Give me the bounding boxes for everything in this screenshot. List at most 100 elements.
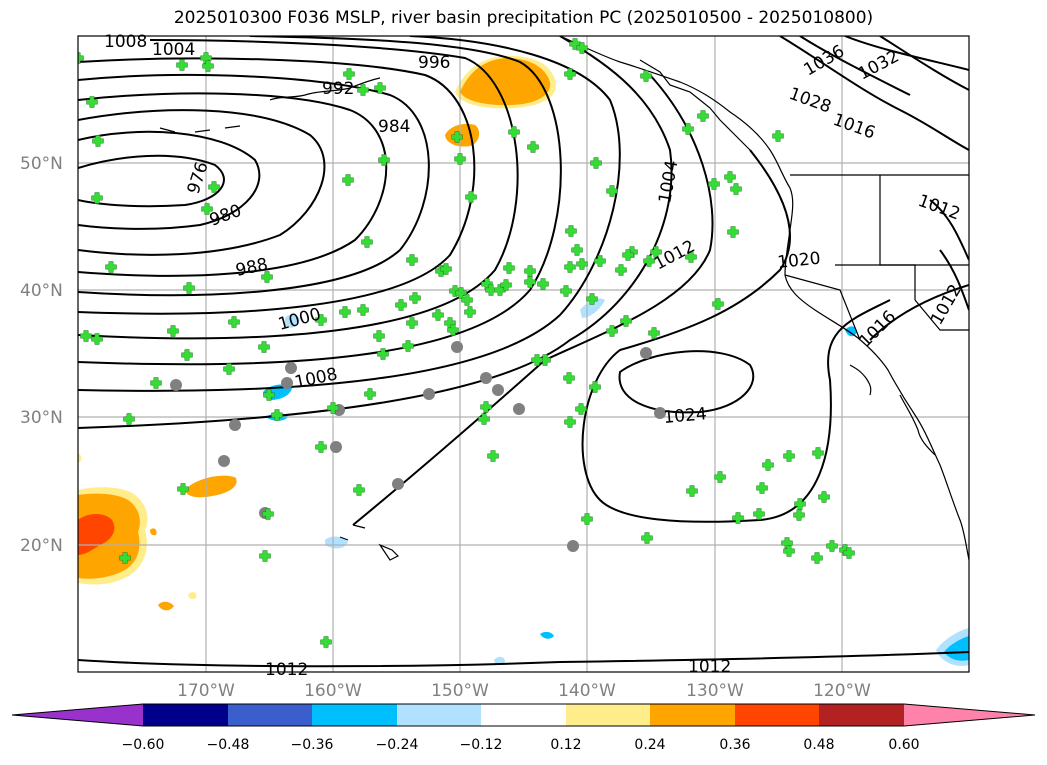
contour-label: 1008: [293, 364, 339, 393]
precip-marker: [564, 416, 576, 428]
precip-marker: [606, 325, 618, 337]
precip-marker: [183, 282, 195, 294]
precip-marker: [201, 203, 213, 215]
colorbar-tick-label: −0.48: [207, 737, 250, 753]
precip-marker: [650, 246, 662, 258]
precip-marker: [364, 388, 376, 400]
precip-marker: [357, 304, 369, 316]
precip-marker: [202, 60, 214, 72]
precip-marker: [712, 298, 724, 310]
precip-marker: [697, 110, 709, 122]
precip-marker: [447, 324, 459, 336]
precip-marker: [263, 389, 275, 401]
precip-marker: [92, 135, 104, 147]
contour-label: 1012: [927, 281, 966, 328]
lat-label: 30°N: [20, 408, 63, 428]
precip-marker: [480, 401, 492, 413]
precip-marker: [727, 226, 739, 238]
precip-marker: [576, 42, 588, 54]
lon-label: 170°W: [177, 681, 235, 701]
isobars: [78, 36, 969, 668]
precip-marker: [622, 249, 634, 261]
precip-marker: [783, 545, 795, 557]
precip-marker: [620, 315, 632, 327]
precip-marker: [176, 59, 188, 71]
map-frame: [77, 35, 970, 673]
colorbar: −0.60 −0.48 −0.36 −0.24 −0.12 0.12 0.24 …: [11, 703, 1036, 753]
map-area: [78, 36, 969, 672]
precip-marker: [811, 552, 823, 564]
precip-marker: [105, 261, 117, 273]
precip-marker: [524, 265, 536, 277]
precip-marker: [361, 236, 373, 248]
precip-marker: [564, 68, 576, 80]
gray-markers: [170, 341, 666, 552]
precip-marker: [315, 441, 327, 453]
precip-marker: [812, 447, 824, 459]
precip-marker: [177, 483, 189, 495]
precip-marker: [762, 459, 774, 471]
precip-marker: [91, 192, 103, 204]
precip-marker: [261, 271, 273, 283]
contour-label: 984: [378, 117, 410, 137]
precip-marker: [590, 157, 602, 169]
precip-marker: [119, 552, 131, 564]
contour-label: 1012: [265, 660, 308, 680]
precip-marker: [714, 471, 726, 483]
colorbar-segment: [312, 704, 397, 726]
lat-label: 20°N: [20, 536, 63, 556]
contour-label: 1012: [651, 236, 699, 274]
lon-label: 130°W: [686, 681, 744, 701]
precip-marker: [581, 513, 593, 525]
lon-label: 160°W: [304, 681, 362, 701]
contour-label: 976: [184, 159, 213, 196]
contour-label: 1024: [663, 404, 708, 428]
precip-marker: [560, 285, 572, 297]
precip-marker: [527, 141, 539, 153]
colorbar-tick-label: −0.36: [291, 737, 334, 753]
precip-marker: [478, 413, 490, 425]
precip-marker: [271, 409, 283, 421]
colorbar-tick-label: −0.12: [460, 737, 503, 753]
precip-marker: [794, 498, 806, 510]
contour-label: 1016: [830, 110, 877, 144]
contour-label: 1020: [776, 249, 821, 273]
precip-marker: [686, 485, 698, 497]
precip-marker: [524, 276, 536, 288]
map-title: 2025010300 F036 MSLP, river basin precip…: [173, 8, 874, 28]
precip-marker: [377, 348, 389, 360]
precip-marker: [643, 255, 655, 267]
precip-marker: [78, 52, 84, 64]
precip-marker: [395, 299, 407, 311]
precip-marker: [594, 255, 606, 267]
precip-marker: [339, 306, 351, 318]
precip-marker: [353, 484, 365, 496]
colorbar-tick-label: 0.12: [550, 737, 581, 753]
colorbar-tick-label: −0.24: [376, 737, 419, 753]
precip-marker: [575, 403, 587, 415]
contour-label: 1012: [915, 191, 962, 225]
precip-marker: [449, 285, 461, 297]
precip-marker: [494, 284, 506, 296]
colorbar-segment: [735, 704, 819, 726]
precip-marker: [373, 330, 385, 342]
precip-marker: [564, 261, 576, 273]
precip-marker: [843, 547, 855, 559]
colorbar-segment: [143, 704, 228, 726]
precip-marker: [315, 314, 327, 326]
precip-marker: [454, 153, 466, 165]
colorbar-ticks: −0.60 −0.48 −0.36 −0.24 −0.12 0.12 0.24 …: [122, 737, 920, 753]
colorbar-segment: [481, 704, 566, 726]
precip-marker: [537, 278, 549, 290]
colorbar-segment: [397, 704, 481, 726]
colorbar-segment: [904, 704, 1035, 726]
precip-marker: [818, 491, 830, 503]
precip-marker: [320, 636, 332, 648]
precip-marker: [615, 264, 627, 276]
precip-marker: [440, 263, 452, 275]
precip-marker: [86, 96, 98, 108]
colorbar-segment: [566, 704, 650, 726]
colorbar-segment: [12, 704, 143, 726]
precip-marker: [586, 293, 598, 305]
